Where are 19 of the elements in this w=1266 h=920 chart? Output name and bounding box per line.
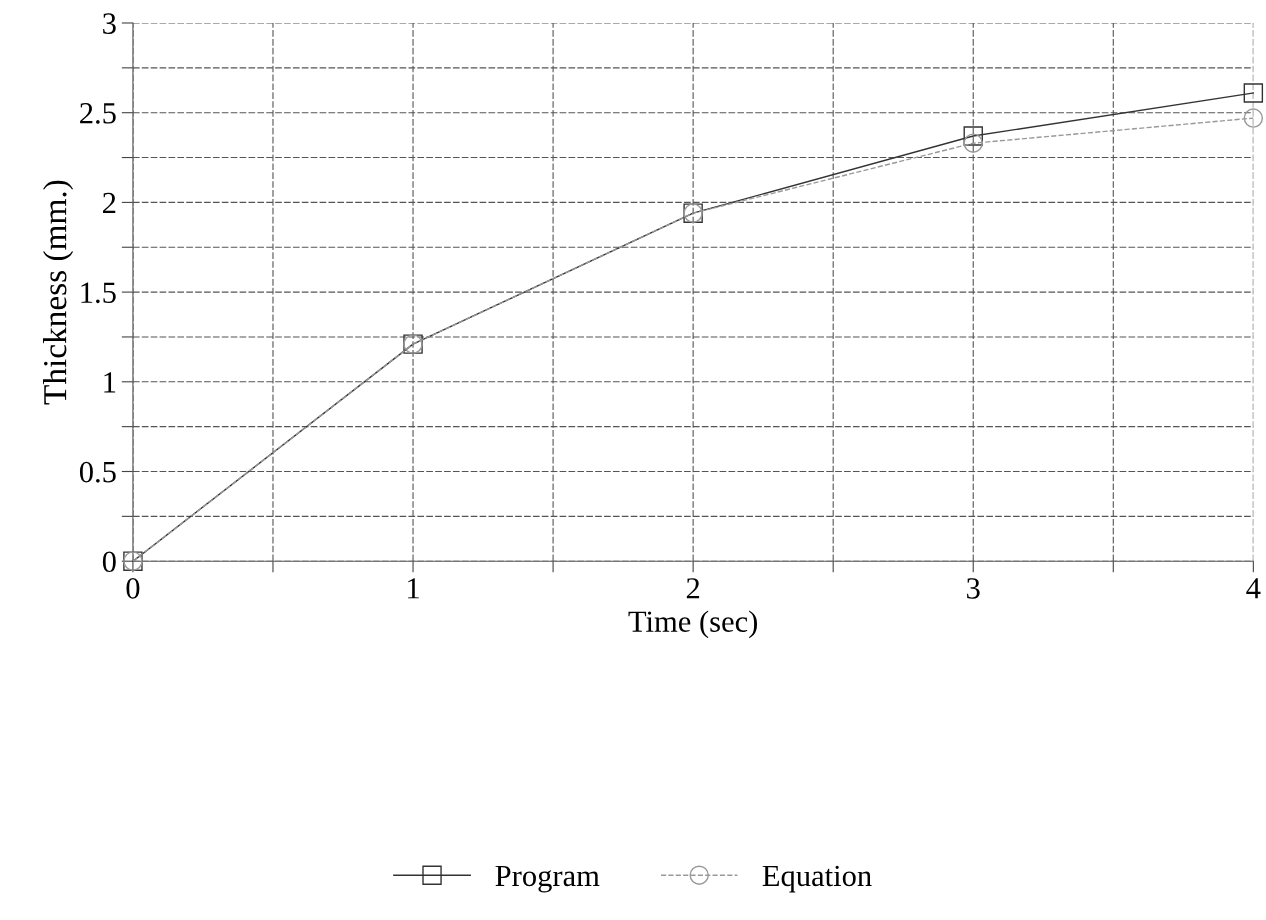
- y-tick-label: 1.5: [81, 282, 116, 304]
- point: [1243, 83, 1264, 103]
- y-tick-label: 0.5: [79, 461, 116, 483]
- x-tick-label: 2: [686, 578, 700, 599]
- y-tick-label: 2.5: [80, 103, 116, 124]
- legend-label: Program: [495, 865, 600, 893]
- y-tick-label: 2: [103, 192, 116, 213]
- point: [963, 133, 983, 153]
- x-tick-label: 4: [1246, 578, 1261, 599]
- x-tick-label: 3: [967, 578, 980, 599]
- y-tick-label: 1: [104, 372, 116, 393]
- legend-label: Equation: [762, 865, 872, 893]
- y-tick-label: 0: [102, 551, 116, 573]
- x-axis-title: Time (sec): [628, 610, 757, 639]
- point: [1243, 108, 1264, 128]
- x-tick-label: 1: [408, 578, 419, 599]
- y-tick-label: 3: [103, 13, 116, 34]
- y-axis-title: Thickness (mm.): [42, 180, 74, 405]
- x-tick-label: 0: [126, 578, 140, 599]
